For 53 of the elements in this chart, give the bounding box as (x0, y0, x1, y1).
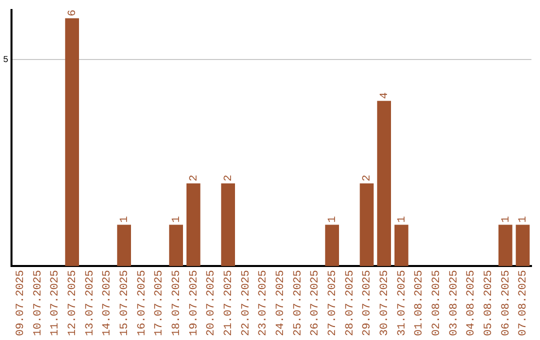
x-tick-label: 19.07.2025 (188, 270, 200, 336)
x-tick-label: 20.07.2025 (206, 270, 218, 336)
data-label: 4 (378, 92, 391, 99)
x-tick-label: 28.07.2025 (344, 270, 356, 336)
x-tick-label: 18.07.2025 (170, 270, 183, 336)
x-tick-label: 11.07.2025 (50, 270, 62, 336)
x-tick-label: 15.07.2025 (118, 270, 131, 336)
x-tick-label: 05.08.2025 (482, 270, 495, 336)
bar (186, 183, 200, 266)
x-tick-label: 24.07.2025 (274, 270, 287, 336)
bar (169, 224, 183, 266)
x-tick-label: 09.07.2025 (14, 270, 27, 336)
x-tick-label: 16.07.2025 (136, 270, 148, 336)
bar (377, 100, 391, 266)
data-label: 2 (362, 174, 374, 182)
x-tick-label: 27.07.2025 (326, 270, 339, 336)
bar (516, 224, 530, 266)
x-tick-label: 21.07.2025 (222, 270, 235, 336)
y-tick-label: 5 (2, 54, 8, 65)
x-tick-label: 07.08.2025 (518, 270, 530, 336)
x-tick-label: 29.07.2025 (362, 270, 374, 336)
x-tick-label: 17.07.2025 (154, 270, 166, 336)
data-label: 1 (170, 216, 183, 223)
x-tick-label: 25.07.2025 (292, 270, 304, 336)
bar (221, 183, 235, 266)
bar (394, 224, 408, 266)
x-tick-label: 10.07.2025 (32, 270, 44, 336)
x-tick-label: 30.07.2025 (378, 270, 391, 336)
x-tick-label: 13.07.2025 (84, 270, 96, 336)
x-tick-label: 04.08.2025 (466, 270, 478, 336)
x-tick-label: 26.07.2025 (310, 270, 322, 336)
x-tick-label: 01.08.2025 (414, 270, 426, 336)
x-tick-label: 03.08.2025 (448, 270, 460, 336)
data-label: 1 (118, 216, 131, 223)
x-tick-label: 22.07.2025 (240, 270, 252, 336)
data-label: 1 (518, 216, 530, 223)
bar (325, 224, 339, 266)
x-tick-label: 14.07.2025 (102, 270, 114, 336)
x-tick-label: 23.07.2025 (258, 270, 270, 336)
data-label: 1 (326, 216, 339, 223)
data-label: 1 (396, 216, 408, 223)
bar (65, 18, 79, 266)
x-tick-label: 12.07.2025 (66, 270, 79, 336)
bar (498, 224, 512, 266)
bar (117, 224, 131, 266)
x-tick-label: 06.08.2025 (500, 270, 512, 336)
data-label: 2 (188, 174, 200, 182)
x-tick-label: 31.07.2025 (396, 270, 408, 336)
data-label: 1 (500, 216, 512, 223)
bar (360, 183, 374, 266)
data-label: 6 (66, 10, 79, 16)
x-tick-label: 02.08.2025 (430, 270, 443, 336)
data-label: 2 (222, 174, 235, 182)
